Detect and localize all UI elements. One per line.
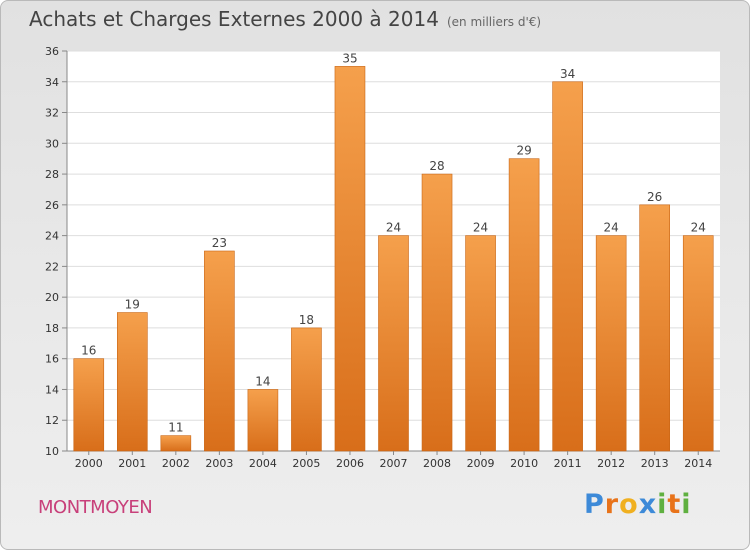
town-name: MONTMOYEN (38, 497, 153, 518)
x-tick-label: 2007 (380, 457, 408, 470)
y-tick-label: 22 (45, 260, 59, 273)
y-tick-label: 28 (45, 168, 59, 181)
bar (117, 312, 148, 452)
y-tick-label: 20 (45, 291, 59, 304)
data-label: 24 (691, 221, 706, 235)
data-label: 16 (81, 344, 96, 358)
data-label: 28 (429, 159, 444, 173)
bar (552, 81, 583, 452)
data-label: 11 (168, 421, 183, 435)
y-tick-label: 34 (45, 76, 59, 89)
bar (378, 235, 409, 452)
x-tick-label: 2002 (162, 457, 190, 470)
x-tick-label: 2001 (118, 457, 146, 470)
bar (204, 250, 235, 452)
x-tick-label: 2014 (684, 457, 712, 470)
x-tick-label: 2000 (75, 457, 103, 470)
x-tick-label: 2003 (205, 457, 233, 470)
y-tick-label: 26 (45, 199, 59, 212)
x-tick-label: 2013 (641, 457, 669, 470)
bar (247, 389, 279, 452)
data-label: 26 (647, 190, 662, 204)
y-tick-label: 12 (45, 414, 59, 427)
data-label: 18 (299, 313, 314, 327)
x-tick-label: 2010 (510, 457, 538, 470)
data-label: 19 (125, 298, 140, 312)
chart-title-text: Achats et Charges Externes 2000 à 2014 (29, 7, 439, 31)
bar (639, 204, 671, 452)
y-tick-label: 32 (45, 107, 59, 120)
data-label: 29 (516, 144, 531, 158)
y-tick-label: 36 (45, 45, 59, 58)
bar (160, 435, 192, 452)
bar (465, 235, 496, 452)
y-tick-label: 18 (45, 322, 59, 335)
x-tick-label: 2006 (336, 457, 364, 470)
y-tick-label: 24 (45, 230, 59, 243)
x-tick-label: 2004 (249, 457, 277, 470)
bar (73, 358, 105, 452)
y-tick-label: 14 (45, 383, 59, 396)
x-tick-label: 2009 (467, 457, 495, 470)
data-label: 24 (386, 221, 401, 235)
bar (291, 327, 322, 452)
data-label: 34 (560, 67, 575, 81)
x-tick-label: 2008 (423, 457, 451, 470)
chart-subtitle: (en milliers d'€) (446, 15, 542, 29)
bar (334, 66, 366, 452)
data-label: 35 (342, 51, 357, 65)
bar (682, 235, 714, 452)
data-label: 24 (473, 221, 488, 235)
x-tick-label: 2005 (292, 457, 320, 470)
x-tick-label: 2012 (597, 457, 625, 470)
y-tick-label: 10 (45, 445, 59, 458)
data-label: 24 (604, 221, 619, 235)
data-label: 14 (255, 374, 270, 388)
y-tick-label: 30 (45, 137, 59, 150)
x-tick-label: 2011 (554, 457, 582, 470)
bar (421, 173, 453, 452)
proxiti-logo: Proxiti (584, 489, 692, 520)
data-label: 23 (212, 236, 227, 250)
bar (508, 158, 540, 452)
chart-title: Achats et Charges Externes 2000 à 2014 (e… (29, 7, 541, 31)
bar (595, 235, 627, 452)
y-tick-label: 16 (45, 353, 59, 366)
